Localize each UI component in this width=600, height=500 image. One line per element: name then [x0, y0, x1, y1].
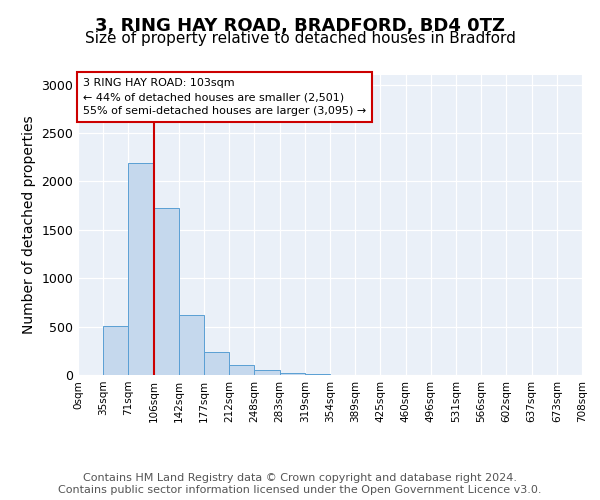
- Bar: [254, 370, 280, 375]
- Text: Contains HM Land Registry data © Crown copyright and database right 2024.
Contai: Contains HM Land Registry data © Crown c…: [58, 474, 542, 495]
- Bar: [280, 373, 305, 375]
- Bar: [229, 366, 254, 375]
- Bar: [154, 208, 179, 375]
- Bar: [305, 374, 330, 375]
- Y-axis label: Number of detached properties: Number of detached properties: [22, 116, 36, 334]
- Bar: [128, 163, 154, 375]
- Text: 3, RING HAY ROAD, BRADFORD, BD4 0TZ: 3, RING HAY ROAD, BRADFORD, BD4 0TZ: [95, 18, 505, 36]
- Text: Size of property relative to detached houses in Bradford: Size of property relative to detached ho…: [85, 31, 515, 46]
- Text: 3 RING HAY ROAD: 103sqm
← 44% of detached houses are smaller (2,501)
55% of semi: 3 RING HAY ROAD: 103sqm ← 44% of detache…: [83, 78, 366, 116]
- Bar: [103, 326, 128, 375]
- Bar: [204, 352, 229, 375]
- Bar: [179, 315, 204, 375]
